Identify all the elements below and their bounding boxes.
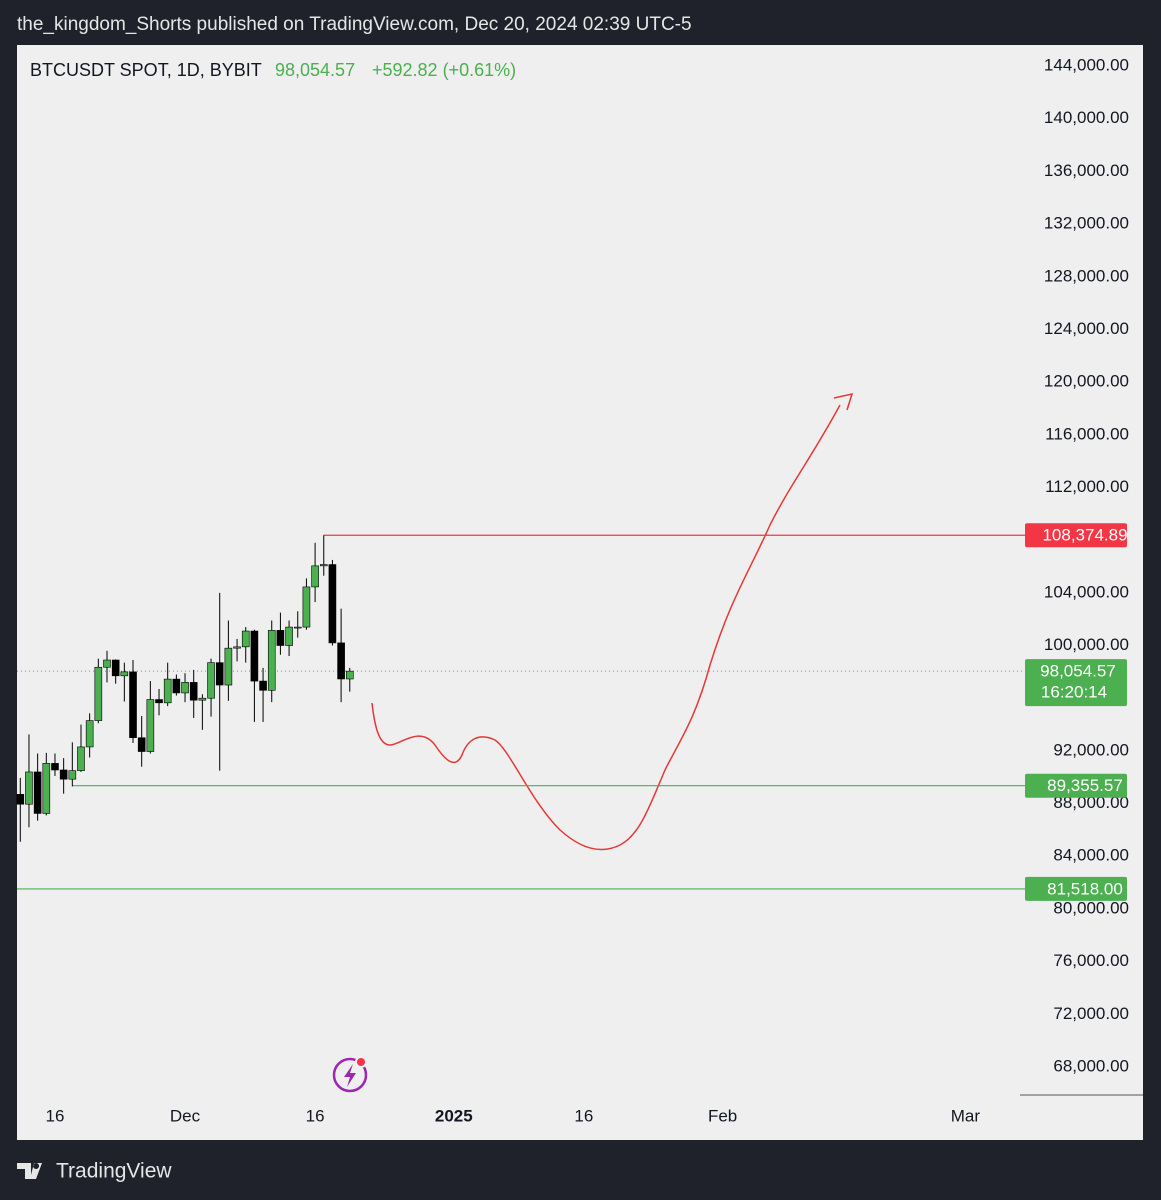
candle-body: [16, 794, 25, 805]
level-tag: [1025, 876, 1127, 901]
level-tag-label: 108,374.89: [1042, 526, 1127, 545]
x-tick-label: 16: [306, 1106, 325, 1125]
y-tick-label: 136,000.00: [1044, 161, 1129, 180]
y-tick-label: 140,000.00: [1044, 108, 1129, 127]
candle-body: [172, 678, 181, 694]
candle-body: [319, 564, 328, 567]
candle-body: [250, 630, 259, 682]
candle-body: [345, 670, 354, 680]
y-tick-label: 132,000.00: [1044, 214, 1129, 233]
drawn-projection: [371, 392, 854, 851]
candle-body: [207, 662, 215, 699]
x-tick-label: 16: [574, 1106, 593, 1125]
candle-body: [111, 659, 120, 677]
candle-body: [267, 630, 276, 691]
x-tick-label: Dec: [170, 1106, 201, 1125]
legend-change: +592.82 (+0.61%): [372, 60, 516, 80]
y-tick-label: 120,000.00: [1044, 372, 1129, 391]
y-tick-label: 100,000.00: [1044, 635, 1129, 654]
candle-body: [224, 647, 233, 686]
y-tick-label: 68,000.00: [1053, 1056, 1129, 1075]
x-tick-label: Feb: [708, 1106, 737, 1125]
candle-body: [59, 769, 68, 780]
x-tick-label: Mar: [951, 1106, 981, 1125]
y-tick-label: 72,000.00: [1053, 1004, 1129, 1023]
candle-body: [103, 659, 111, 668]
last-price-tag: [1025, 659, 1127, 707]
y-tick-label: 128,000.00: [1044, 266, 1129, 285]
level-tag-label: 89,355.57: [1047, 776, 1123, 795]
candle-body: [189, 682, 198, 701]
legend-price: 98,054.57: [275, 60, 355, 80]
candle-body: [51, 763, 59, 771]
last-price-label: 98,054.57: [1040, 662, 1116, 681]
candle-body: [198, 697, 207, 701]
y-tick-label: 76,000.00: [1053, 951, 1129, 970]
candle-body: [241, 630, 250, 648]
candle-body: [163, 678, 172, 704]
candle-body: [146, 699, 155, 752]
candle-body: [120, 671, 129, 677]
y-tick-label: 84,000.00: [1053, 846, 1129, 865]
x-tick-label: 16: [46, 1106, 65, 1125]
candle-body: [215, 662, 224, 686]
brand: TradingView: [17, 1160, 172, 1183]
y-tick-label: 92,000.00: [1053, 740, 1129, 759]
y-tick-label: 116,000.00: [1045, 424, 1129, 443]
y-tick-label: 112,000.00: [1045, 477, 1129, 496]
candle-body: [233, 646, 241, 649]
symbol: BTCUSDT SPOT, 1D, BYBIT: [30, 60, 262, 80]
candle-body: [293, 626, 302, 629]
brand-text: TradingView: [56, 1160, 172, 1183]
y-tick-label: 88,000.00: [1053, 793, 1129, 812]
level-tag-label: 81,518.00: [1047, 879, 1123, 898]
candle-body: [33, 771, 42, 814]
candle-body: [181, 682, 189, 694]
logo-icon: [332, 1056, 368, 1093]
candle-body: [311, 565, 319, 588]
level-tag: [1025, 773, 1127, 798]
candle-body: [129, 671, 137, 739]
candle-body: [85, 720, 94, 748]
candle-body: [302, 586, 311, 628]
candle-body: [42, 763, 51, 814]
candle-body: [328, 564, 337, 644]
candle-body: [68, 770, 77, 780]
x-tick-label: 2025: [435, 1106, 473, 1125]
candle-body: [155, 699, 163, 704]
candle-body: [285, 626, 293, 646]
chart-panel: [17, 45, 1143, 1140]
candle-body: [259, 680, 267, 691]
countdown: 16:20:14: [1041, 683, 1107, 702]
y-tick-label: 104,000.00: [1044, 582, 1129, 601]
candle-body: [337, 642, 345, 680]
y-tick-label: 80,000.00: [1053, 898, 1129, 917]
candle-body: [94, 666, 103, 721]
candle-body: [77, 746, 85, 771]
header: the_kingdom_Shorts published on TradingV…: [17, 14, 692, 35]
y-tick-label: 124,000.00: [1044, 319, 1129, 338]
candle-body: [276, 630, 285, 646]
level-tag: [1025, 523, 1127, 548]
y-tick-label: 144,000.00: [1044, 56, 1129, 75]
candle-body: [137, 737, 146, 752]
candle-body: [25, 771, 33, 805]
